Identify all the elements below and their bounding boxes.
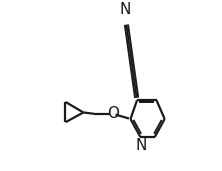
- Text: O: O: [107, 106, 119, 121]
- Text: N: N: [135, 139, 147, 154]
- Text: N: N: [120, 2, 131, 17]
